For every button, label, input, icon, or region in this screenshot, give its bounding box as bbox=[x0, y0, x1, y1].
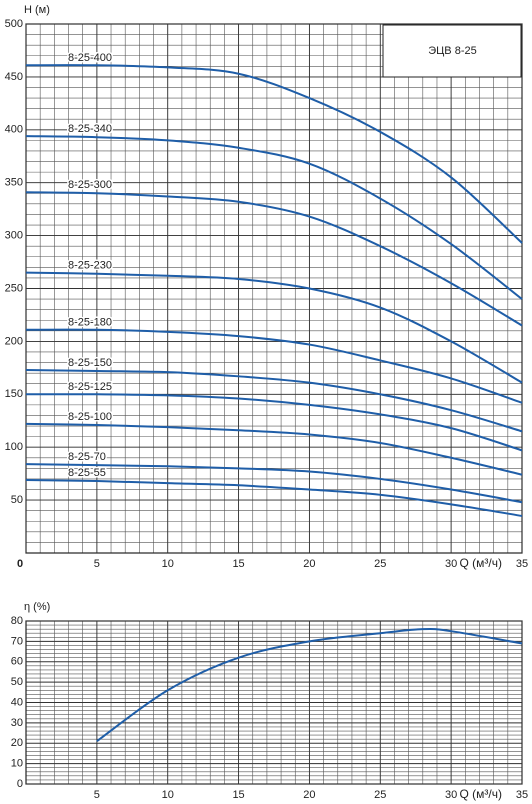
series-label: 8-25-70 bbox=[68, 451, 106, 463]
x-tick-label: 30 bbox=[445, 558, 457, 570]
series-label: 8-25-340 bbox=[68, 123, 112, 135]
x-tick-label: 30 bbox=[445, 789, 457, 801]
y-tick-label: 500 bbox=[5, 18, 23, 30]
y-axis-label: η (%) bbox=[24, 601, 50, 613]
y-tick-label: 250 bbox=[5, 282, 23, 294]
y-tick-label: 150 bbox=[5, 388, 23, 400]
curve bbox=[25, 478, 523, 517]
x-tick-label: 5 bbox=[94, 558, 100, 570]
series-label: 8-25-150 bbox=[68, 357, 112, 369]
legend-box bbox=[382, 24, 522, 78]
y-tick-label: 300 bbox=[5, 230, 23, 242]
series-label: 8-25-300 bbox=[68, 179, 112, 191]
series-label: 8-25-125 bbox=[68, 381, 112, 393]
x-tick-label: 15 bbox=[232, 558, 244, 570]
y-tick-label: 60 bbox=[11, 656, 23, 668]
x-tick-label: 20 bbox=[303, 789, 315, 801]
y-tick-label: 30 bbox=[11, 717, 23, 729]
x-tick-label: 5 bbox=[94, 789, 100, 801]
y-tick-label: 70 bbox=[11, 635, 23, 647]
y-tick-label: 400 bbox=[5, 124, 23, 136]
curve bbox=[25, 422, 523, 476]
y-tick-label: 350 bbox=[5, 177, 23, 189]
y-tick-label: 450 bbox=[5, 71, 23, 83]
y-axis-label: H (м) bbox=[24, 4, 50, 16]
x-tick-label: 35 bbox=[516, 558, 528, 570]
series-label: 8-25-230 bbox=[68, 260, 112, 272]
y-tick-label: 50 bbox=[11, 676, 23, 688]
series-label: 8-25-400 bbox=[68, 52, 112, 64]
x-tick-label: 10 bbox=[162, 558, 174, 570]
legend-title: ЭЦВ 8-25 bbox=[428, 45, 476, 57]
y-tick-label: 50 bbox=[11, 494, 23, 506]
curve bbox=[25, 64, 523, 244]
series-label: 8-25-180 bbox=[68, 317, 112, 329]
series-label: 8-25-55 bbox=[68, 467, 106, 479]
y-tick-label: 40 bbox=[11, 696, 23, 708]
x-tick-label: 25 bbox=[374, 558, 386, 570]
y-tick-label: 100 bbox=[5, 441, 23, 453]
curve bbox=[96, 627, 523, 743]
curve bbox=[25, 135, 523, 300]
y-tick-label: 10 bbox=[11, 758, 23, 770]
curve bbox=[25, 463, 523, 504]
curve bbox=[25, 368, 523, 433]
x-axis-label: Q (м³/ч) bbox=[460, 556, 503, 570]
x-tick-label: 35 bbox=[516, 789, 528, 801]
curve bbox=[25, 191, 523, 327]
y-tick-label: 80 bbox=[11, 615, 23, 627]
series-label: 8-25-100 bbox=[68, 411, 112, 423]
y-tick-label: 20 bbox=[11, 737, 23, 749]
curve bbox=[25, 328, 523, 404]
y-tick-label: 200 bbox=[5, 335, 23, 347]
curve bbox=[25, 393, 523, 452]
x-axis-label: Q (м³/ч) bbox=[460, 787, 503, 801]
y-tick-label: 0 bbox=[17, 778, 23, 790]
x-tick-label: 25 bbox=[374, 789, 386, 801]
x-tick-label: 20 bbox=[303, 558, 315, 570]
curve bbox=[25, 271, 523, 384]
x-tick-label: 15 bbox=[232, 789, 244, 801]
x-tick-label: 0 bbox=[17, 558, 23, 570]
x-tick-label: 10 bbox=[162, 789, 174, 801]
